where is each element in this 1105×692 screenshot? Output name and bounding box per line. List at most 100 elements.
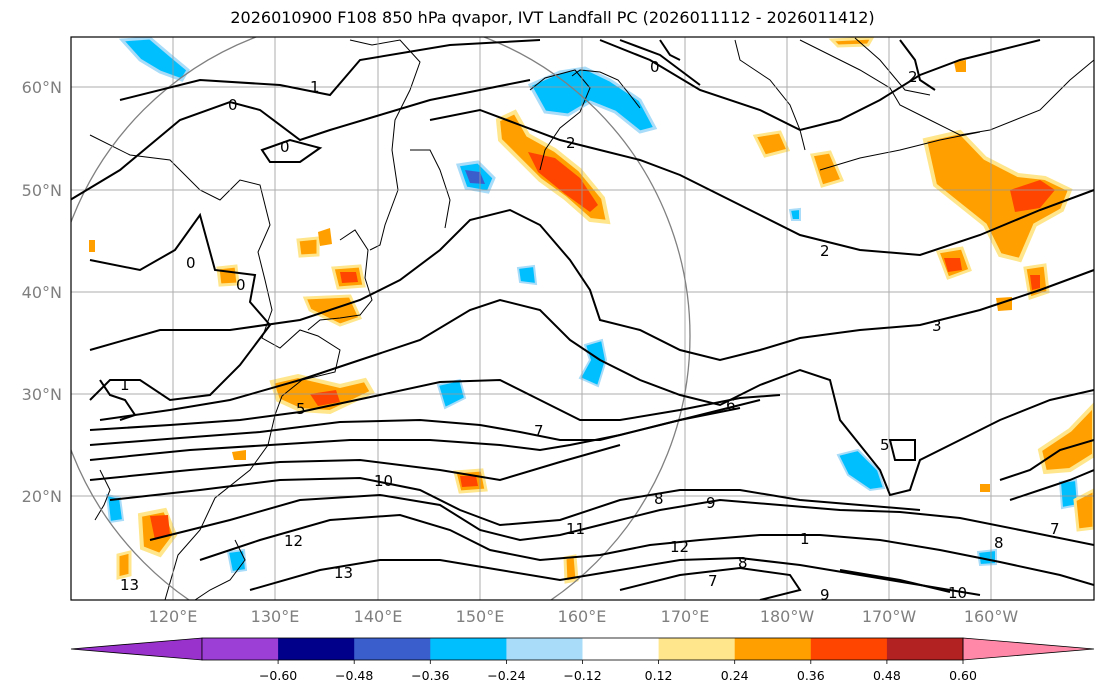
lat-tick-label: 40°N [22,283,62,302]
contour-label: 7 [534,422,544,440]
negative-anomaly-patch [226,548,248,574]
lon-tick-label: 150°E [456,607,505,626]
positive-anomaly-patch [116,550,132,580]
positive-anomaly-patch [752,130,791,158]
positive-anomaly-patch [828,37,875,48]
lon-tick-label: 170°W [862,607,917,626]
positive-anomaly-patch [318,228,332,246]
negative-anomaly-patch [105,493,125,524]
lat-axis: 60°N 50°N 40°N 30°N 20°N [22,78,62,506]
colorbar-under-extension [70,637,203,661]
contour-label: 5 [296,400,306,418]
contour-label: 0 [236,276,246,294]
lat-tick-label: 30°N [22,385,62,404]
contour-label: 7 [1050,520,1060,538]
colorbar-tick-label: −0.48 [335,668,373,683]
colorbar-tick-label: −0.60 [259,668,297,683]
positive-anomaly-patch [944,258,962,272]
contour-label: 1 [800,530,810,548]
positive-anomaly-patch [1030,275,1040,290]
contour-label: 1 [120,376,130,394]
contour-label: 7 [708,572,718,590]
contour-label: 1 [310,78,320,96]
lat-tick-label: 60°N [22,78,62,97]
positive-anomaly-patch [1010,180,1055,212]
contour-label: 10 [948,584,967,602]
colorbar-swatch [506,638,583,660]
negative-anomaly-patch [578,338,608,388]
contour-label: 3 [932,317,942,335]
contour-label: 13 [334,564,353,582]
contour-label: 5 [880,436,890,454]
contour-label: 8 [994,534,1004,552]
colorbar-tick-label: 0.12 [645,668,673,683]
positive-anomaly-patch [528,152,598,212]
contour-label: 0 [186,254,196,272]
lon-tick-label: 120°E [149,607,198,626]
contour-label: 6 [726,396,736,414]
negative-anomaly-patch [836,448,886,492]
lon-tick-label: 170°E [661,607,710,626]
colorbar-tick-label: 0.36 [797,668,825,683]
positive-anomaly-patch [296,236,320,258]
contour-label: 9 [706,494,716,512]
positive-anomaly-patch [340,272,358,283]
ivt-contours [71,39,1094,600]
contour-label: 10 [374,472,393,490]
negative-anomaly-patch [788,207,801,221]
colorbar-swatch [658,638,736,660]
colorbar-tick-label: 0.24 [721,668,749,683]
colorbar-swatch [734,638,812,660]
lon-tick-label: 160°E [558,607,607,626]
graticule [71,37,1094,600]
map-title: 2026010900 F108 850 hPa qvapor, IVT Land… [230,8,875,27]
colorbar-tick-label: −0.24 [487,668,525,683]
colorbar-swatch [202,638,279,660]
contour-label: 8 [654,490,664,508]
contour-label: 2 [820,242,830,260]
lat-tick-label: 20°N [22,487,62,506]
contour-label: 0 [650,58,660,76]
positive-anomaly-patch [980,484,990,492]
contour-label: 0 [280,138,290,156]
range-circle [71,37,691,600]
shaded-field [89,37,1094,584]
contour-label: 13 [120,576,139,594]
lon-tick-label: 160°W [964,607,1019,626]
contour-labels: 1 0 0 0 0 0 2 2 3 5 6 7 10 12 13 13 9 8 … [120,58,1060,604]
positive-anomaly-patch [216,264,240,287]
colorbar-tick-label: 0.60 [949,668,977,683]
colorbar-tick-label: 0.48 [873,668,901,683]
colorbar-swatch [582,638,660,660]
colorbar-swatch [430,638,507,660]
lat-tick-label: 50°N [22,181,62,200]
positive-anomaly-patch [810,150,845,188]
colorbar: −0.60 −0.48 −0.36 −0.24 −0.12 0.12 0.24 0.36 0.4… [70,637,1095,683]
contour-label: 9 [820,586,830,604]
lon-tick-label: 130°E [251,607,300,626]
lon-tick-label: 180°W [760,607,815,626]
contour-label: 12 [284,532,303,550]
colorbar-tick-label: −0.12 [563,668,601,683]
positive-anomaly-patch [302,294,363,327]
contour-label: 8 [738,554,748,572]
contour-label: 12 [670,538,689,556]
negative-anomaly-patch [527,66,658,134]
contour-label: 11 [566,520,585,538]
contour-label: 2 [908,68,918,86]
positive-anomaly-patch [232,450,246,460]
colorbar-swatch [354,638,431,660]
positive-anomaly-patch [89,240,95,252]
positive-anomaly-patch [460,476,478,487]
colorbar-swatch [278,638,355,660]
colorbar-swatch [886,638,964,660]
colorbar-swatch [810,638,888,660]
positive-anomaly-patch [1073,488,1094,532]
colorbar-over-extension [962,637,1095,661]
coastlines [89,37,1094,600]
colorbar-tick-label: −0.36 [411,668,449,683]
lon-axis: 120°E 130°E 140°E 150°E 160°E 170°E 180°… [149,607,1019,626]
contour-label: 2 [566,134,576,152]
positive-anomaly-patch [954,60,966,72]
